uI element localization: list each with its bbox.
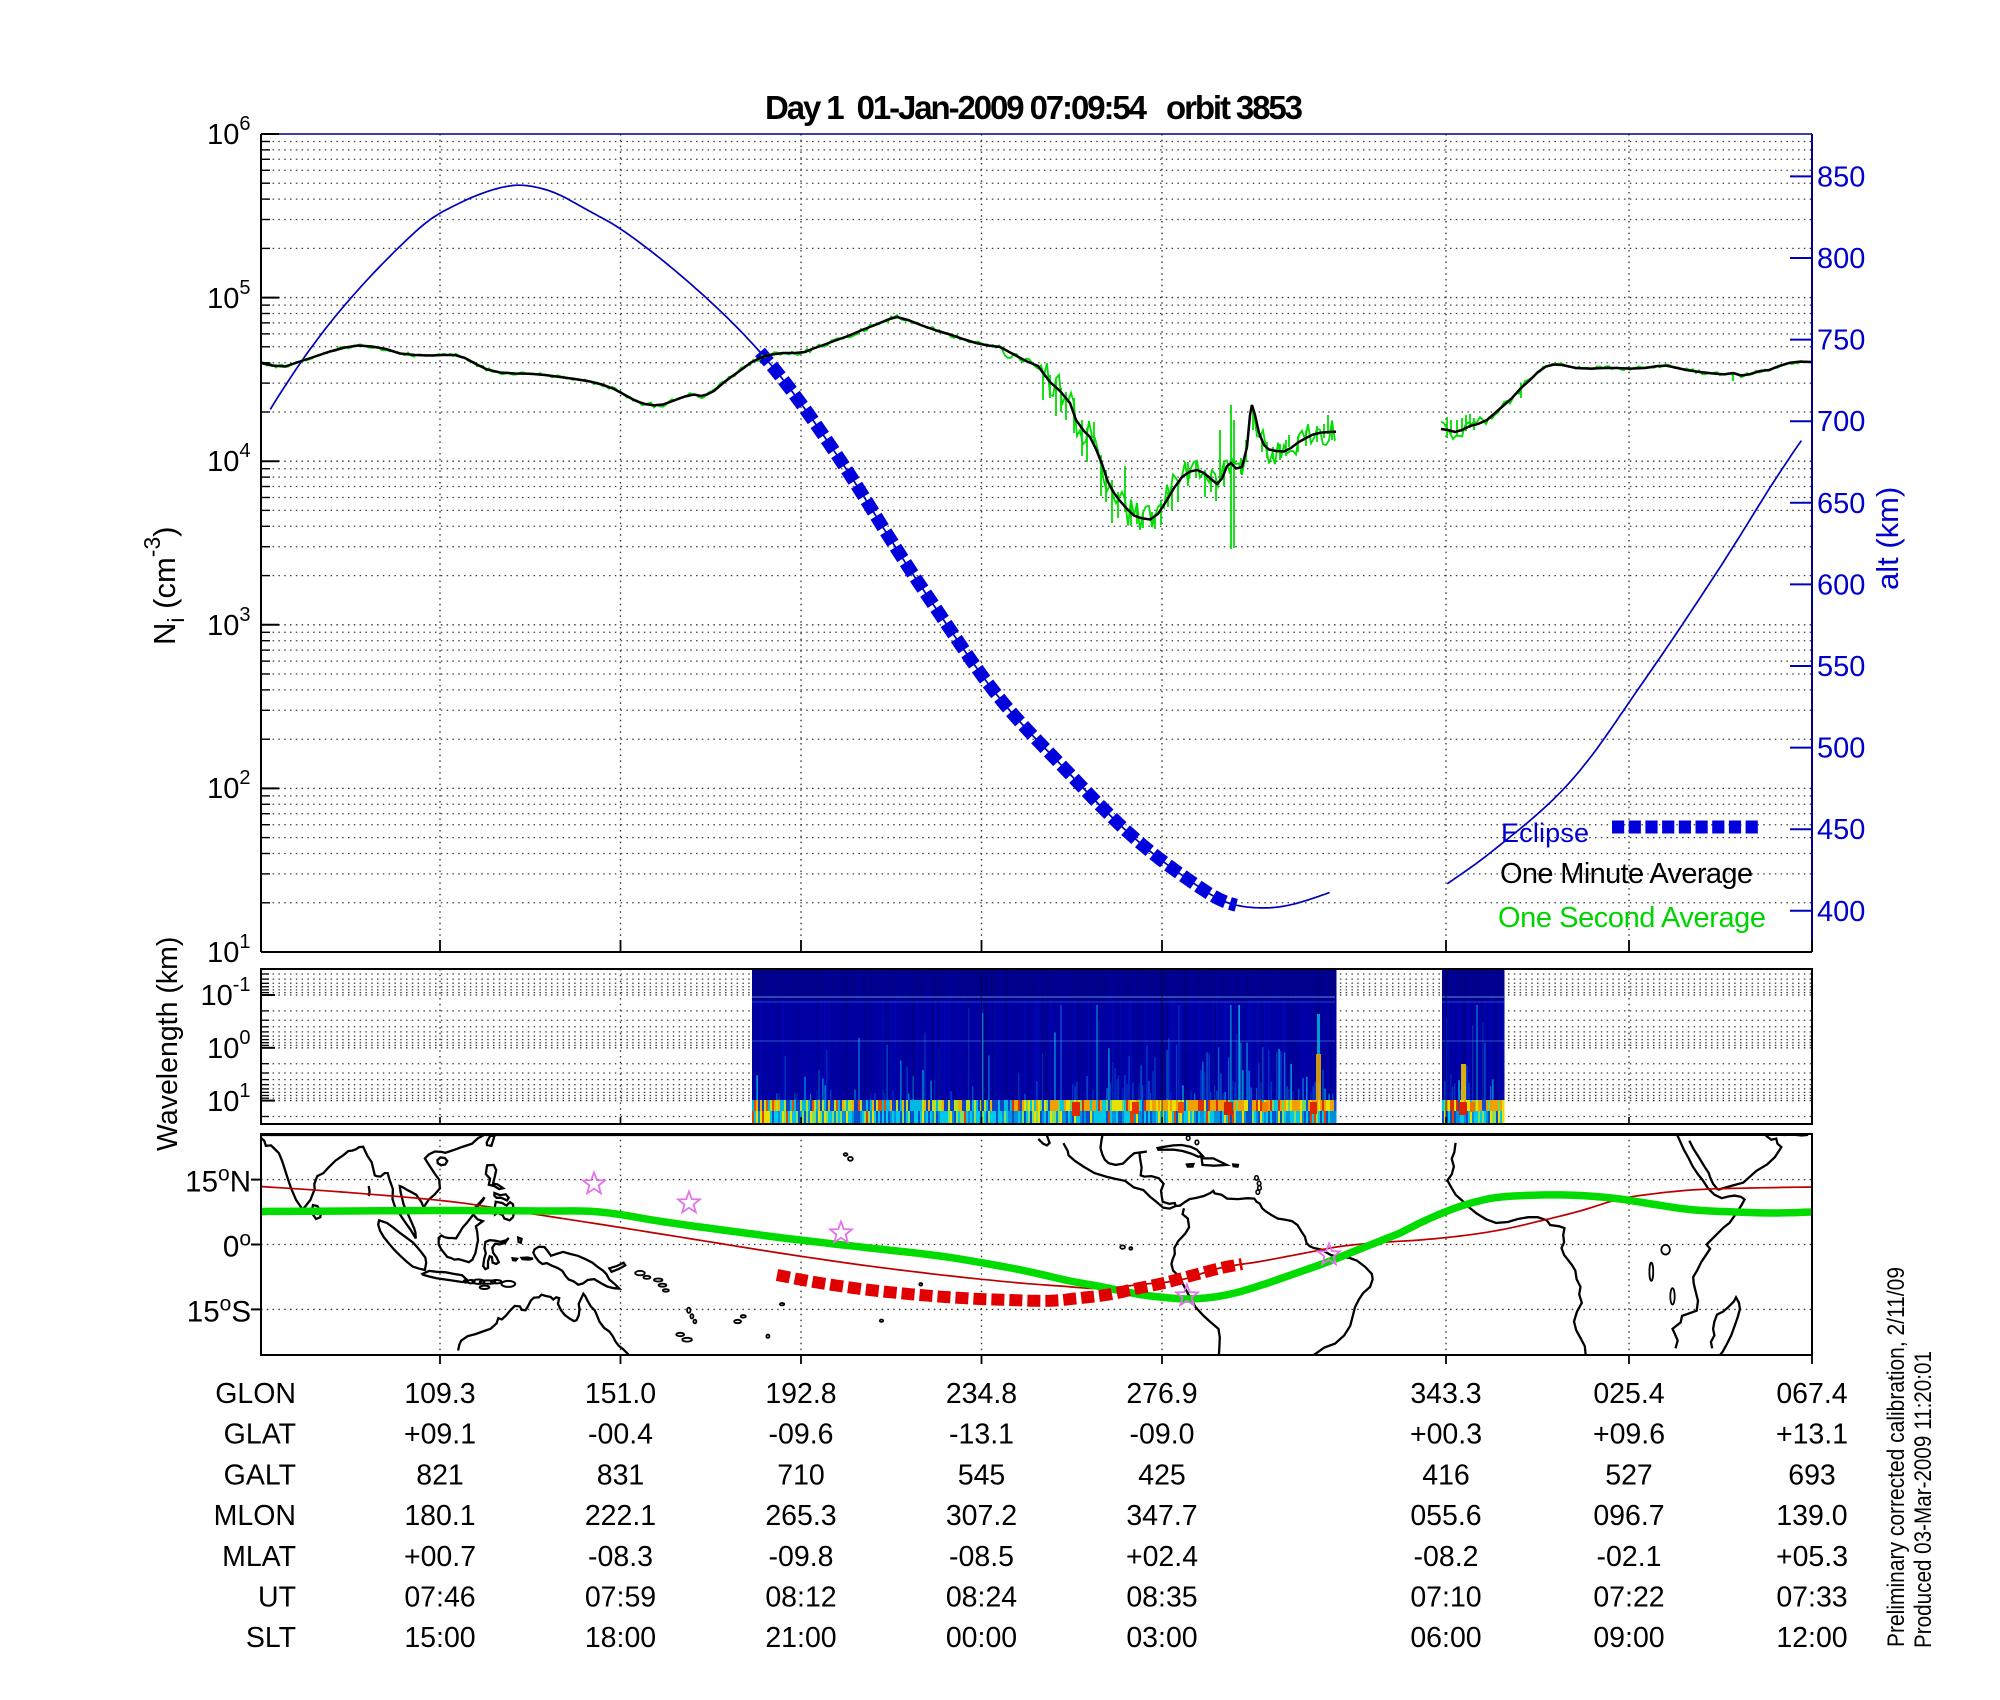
svg-text:07:10: 07:10 <box>1410 1582 1481 1614</box>
svg-text:15oS: 15oS <box>187 1292 251 1328</box>
svg-text:109.3: 109.3 <box>404 1378 475 1410</box>
svg-text:343.3: 343.3 <box>1410 1378 1481 1410</box>
svg-text:276.9: 276.9 <box>1126 1378 1197 1410</box>
svg-text:+02.4: +02.4 <box>1126 1541 1198 1573</box>
svg-text:222.1: 222.1 <box>585 1500 656 1532</box>
svg-text:07:33: 07:33 <box>1776 1582 1847 1614</box>
svg-text:09:00: 09:00 <box>1593 1622 1664 1654</box>
svg-text:139.0: 139.0 <box>1776 1500 1847 1532</box>
svg-text:GLAT: GLAT <box>224 1419 296 1451</box>
svg-text:-09.6: -09.6 <box>769 1419 834 1451</box>
svg-text:GALT: GALT <box>224 1459 296 1491</box>
svg-text:151.0: 151.0 <box>585 1378 656 1410</box>
svg-text:03:00: 03:00 <box>1126 1622 1197 1654</box>
svg-text:-09.0: -09.0 <box>1130 1419 1195 1451</box>
svg-text:600: 600 <box>1817 569 1865 601</box>
svg-text:850: 850 <box>1817 161 1865 193</box>
svg-text:07:22: 07:22 <box>1593 1582 1664 1614</box>
svg-text:550: 550 <box>1817 651 1865 683</box>
svg-text:700: 700 <box>1817 406 1865 438</box>
svg-text:+00.7: +00.7 <box>404 1541 476 1573</box>
svg-text:750: 750 <box>1817 325 1865 357</box>
svg-text:067.4: 067.4 <box>1776 1378 1847 1410</box>
svg-text:MLON: MLON <box>214 1500 296 1532</box>
svg-text:08:35: 08:35 <box>1126 1582 1197 1614</box>
svg-text:400: 400 <box>1817 896 1865 928</box>
svg-text:-08.3: -08.3 <box>588 1541 653 1573</box>
svg-text:15:00: 15:00 <box>404 1622 475 1654</box>
svg-text:307.2: 307.2 <box>946 1500 1017 1532</box>
svg-text:-02.1: -02.1 <box>1597 1541 1662 1573</box>
svg-text:+09.6: +09.6 <box>1593 1419 1665 1451</box>
svg-text:GLON: GLON <box>215 1378 296 1410</box>
svg-text:Wavelength (km): Wavelength (km) <box>152 937 184 1151</box>
svg-text:527: 527 <box>1605 1459 1653 1491</box>
svg-text:06:00: 06:00 <box>1410 1622 1481 1654</box>
svg-text:-08.2: -08.2 <box>1414 1541 1479 1573</box>
svg-text:180.1: 180.1 <box>404 1500 475 1532</box>
svg-text:00:00: 00:00 <box>946 1622 1017 1654</box>
svg-text:-08.5: -08.5 <box>949 1541 1014 1573</box>
svg-text:08:12: 08:12 <box>765 1582 836 1614</box>
svg-text:Produced 03-Mar-2009 11:20:01: Produced 03-Mar-2009 11:20:01 <box>1910 1351 1937 1648</box>
svg-text:UT: UT <box>258 1582 296 1614</box>
svg-text:800: 800 <box>1817 243 1865 275</box>
svg-text:055.6: 055.6 <box>1410 1500 1481 1532</box>
svg-text:+13.1: +13.1 <box>1776 1419 1848 1451</box>
svg-text:+00.3: +00.3 <box>1410 1419 1482 1451</box>
svg-text:12:00: 12:00 <box>1776 1622 1847 1654</box>
svg-text:831: 831 <box>597 1459 645 1491</box>
svg-text:-13.1: -13.1 <box>949 1419 1014 1451</box>
svg-text:08:24: 08:24 <box>946 1582 1017 1614</box>
svg-text:-00.4: -00.4 <box>588 1419 653 1451</box>
svg-text:+09.1: +09.1 <box>404 1419 476 1451</box>
svg-text:234.8: 234.8 <box>946 1378 1017 1410</box>
svg-text:025.4: 025.4 <box>1593 1378 1664 1410</box>
svg-text:07:59: 07:59 <box>585 1582 656 1614</box>
svg-text:821: 821 <box>416 1459 464 1491</box>
svg-text:+05.3: +05.3 <box>1776 1541 1848 1573</box>
svg-text:One Second Average: One Second Average <box>1498 902 1766 934</box>
svg-text:347.7: 347.7 <box>1126 1500 1197 1532</box>
svg-text:710: 710 <box>777 1459 825 1491</box>
svg-text:21:00: 21:00 <box>765 1622 836 1654</box>
svg-text:alt (km): alt (km) <box>1870 487 1905 590</box>
svg-text:Preliminary corrected calibrat: Preliminary corrected calibration, 2/11/… <box>1883 1267 1910 1647</box>
svg-text:SLT: SLT <box>246 1622 296 1654</box>
svg-text:450: 450 <box>1817 814 1865 846</box>
svg-text:One Minute Average: One Minute Average <box>1500 858 1753 890</box>
svg-text:106: 106 <box>207 113 250 151</box>
svg-text:07:46: 07:46 <box>404 1582 475 1614</box>
svg-text:Day 1 01-Jan-2009 07:09:54: Day 1 01-Jan-2009 07:09:54 orbit 3853 <box>765 89 1303 126</box>
svg-text:-09.8: -09.8 <box>769 1541 834 1573</box>
svg-text:416: 416 <box>1422 1459 1470 1491</box>
svg-text:096.7: 096.7 <box>1593 1500 1664 1532</box>
svg-text:425: 425 <box>1138 1459 1186 1491</box>
svg-text:192.8: 192.8 <box>765 1378 836 1410</box>
svg-text:693: 693 <box>1788 1459 1836 1491</box>
svg-text:Eclipse: Eclipse <box>1501 818 1589 848</box>
svg-text:545: 545 <box>958 1459 1006 1491</box>
svg-text:18:00: 18:00 <box>585 1622 656 1654</box>
svg-text:650: 650 <box>1817 488 1865 520</box>
svg-text:100: 100 <box>207 1027 250 1065</box>
svg-text:Ni (cm-3): Ni (cm-3) <box>139 526 189 645</box>
svg-text:265.3: 265.3 <box>765 1500 836 1532</box>
svg-text:MLAT: MLAT <box>222 1541 296 1573</box>
svg-text:500: 500 <box>1817 733 1865 765</box>
